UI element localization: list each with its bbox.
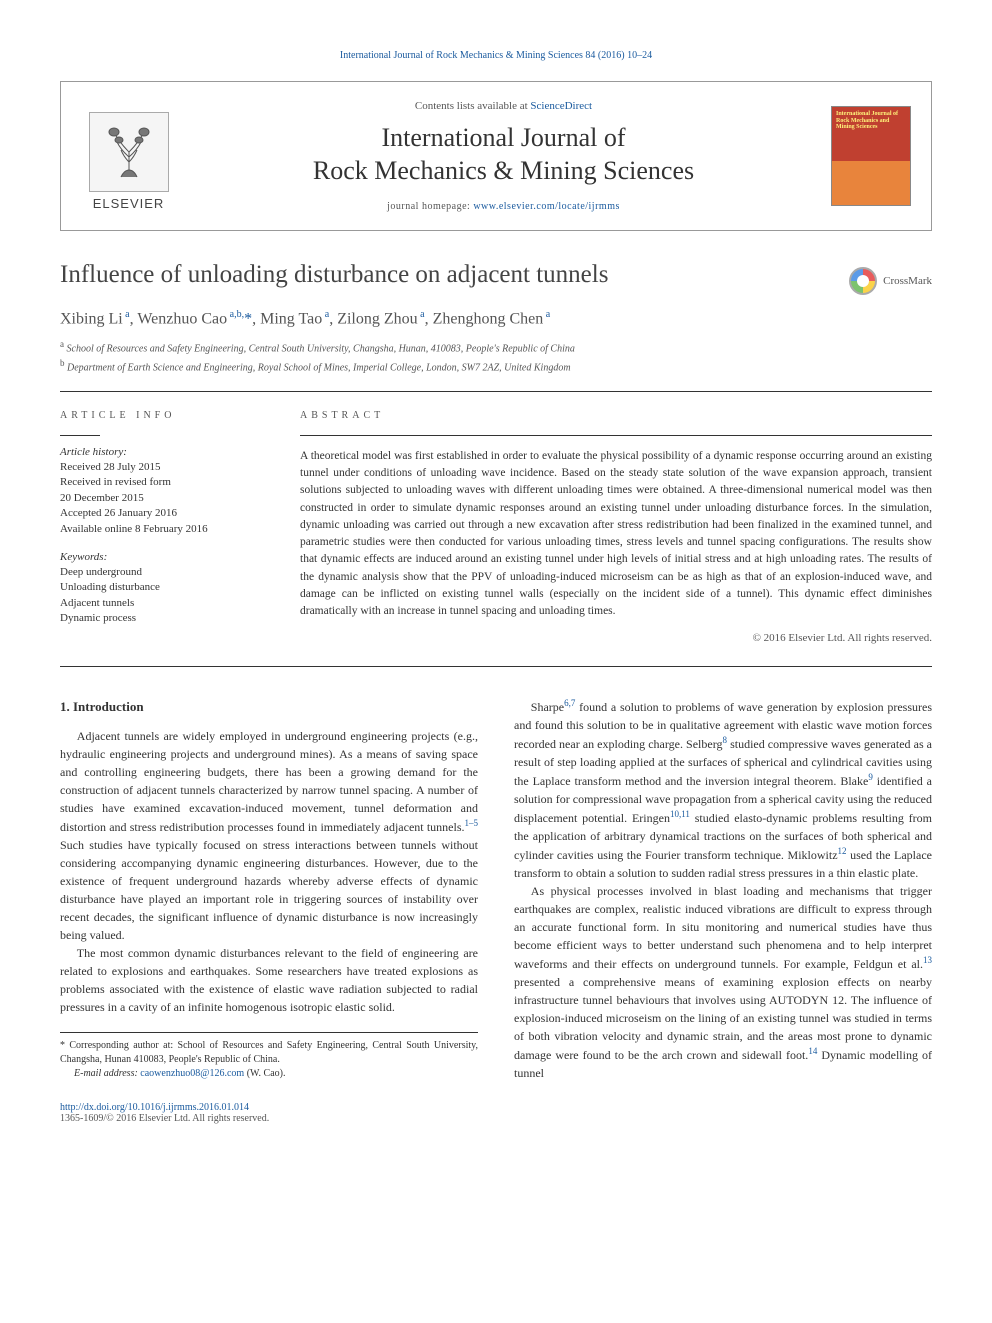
keywords-label: Keywords:: [60, 551, 260, 563]
email-suffix: (W. Cao).: [244, 1068, 285, 1079]
history-revised1: Received in revised form: [60, 475, 260, 490]
email-label: E-mail address:: [74, 1068, 140, 1079]
crossmark-icon: [849, 267, 877, 295]
body-para: As physical processes involved in blast …: [514, 882, 932, 1082]
keyword-item: Adjacent tunnels: [60, 596, 260, 611]
sciencedirect-link[interactable]: ScienceDirect: [530, 100, 592, 112]
elsevier-logo: ELSEVIER: [81, 101, 176, 211]
doi-link[interactable]: http://dx.doi.org/10.1016/j.ijrmms.2016.…: [60, 1102, 249, 1113]
homepage-link[interactable]: www.elsevier.com/locate/ijrmms: [473, 201, 620, 212]
crossmark-badge[interactable]: CrossMark: [849, 261, 932, 295]
author-email-link[interactable]: caowenzhuo08@126.com: [140, 1068, 244, 1079]
keyword-item: Deep underground: [60, 565, 260, 580]
ref-link[interactable]: 10,11: [670, 809, 690, 819]
journal-name: International Journal of Rock Mechanics …: [196, 122, 811, 187]
affiliation-a: School of Resources and Safety Engineeri…: [67, 344, 575, 355]
history-revised2: 20 December 2015: [60, 491, 260, 506]
article-info-head: ARTICLE INFO: [60, 410, 260, 421]
abstract-text: A theoretical model was first establishe…: [300, 448, 932, 621]
copyright-line: © 2016 Elsevier Ltd. All rights reserved…: [300, 632, 932, 644]
ref-link[interactable]: 12: [838, 846, 847, 856]
affiliations: a School of Resources and Safety Enginee…: [60, 338, 932, 375]
keyword-item: Dynamic process: [60, 611, 260, 626]
article-info-column: ARTICLE INFO Article history: Received 2…: [60, 410, 260, 645]
cover-text: International Journal of Rock Mechanics …: [836, 111, 906, 131]
journal-cover-thumb: International Journal of Rock Mechanics …: [831, 106, 911, 206]
history-label: Article history:: [60, 446, 260, 458]
elsevier-label: ELSEVIER: [93, 196, 165, 211]
authors: Xibing Li a, Wenzhuo Cao a,b,*, Ming Tao…: [60, 309, 932, 328]
page-footer: http://dx.doi.org/10.1016/j.ijrmms.2016.…: [60, 1102, 932, 1124]
elsevier-tree-icon: [89, 112, 169, 192]
footnote-block: * Corresponding author at: School of Res…: [60, 1032, 478, 1081]
issn-line: 1365-1609/© 2016 Elsevier Ltd. All right…: [60, 1113, 269, 1124]
rule-bottom: [60, 666, 932, 667]
running-header: International Journal of Rock Mechanics …: [60, 50, 932, 61]
body-para: Sharpe6,7 found a solution to problems o…: [514, 697, 932, 882]
running-header-link[interactable]: International Journal of Rock Mechanics …: [340, 50, 652, 61]
keyword-item: Unloading disturbance: [60, 580, 260, 595]
contents-line: Contents lists available at ScienceDirec…: [196, 100, 811, 112]
body-para: The most common dynamic disturbances rel…: [60, 944, 478, 1016]
homepage-prefix: journal homepage:: [387, 201, 473, 212]
ref-link[interactable]: 13: [923, 955, 932, 965]
info-rule: [60, 435, 100, 436]
body-para: Adjacent tunnels are widely employed in …: [60, 727, 478, 944]
paper-title: Influence of unloading disturbance on ad…: [60, 261, 608, 289]
ref-link[interactable]: 14: [808, 1046, 817, 1056]
ref-link[interactable]: 6,7: [564, 698, 575, 708]
abstract-rule: [300, 435, 932, 436]
journal-name-line2: Rock Mechanics & Mining Sciences: [313, 156, 694, 185]
contents-prefix: Contents lists available at: [415, 100, 530, 112]
crossmark-label: CrossMark: [883, 275, 932, 287]
history-online: Available online 8 February 2016: [60, 522, 260, 537]
body-text: 1. Introduction Adjacent tunnels are wid…: [60, 697, 932, 1082]
abstract-column: ABSTRACT A theoretical model was first e…: [300, 410, 932, 645]
history-accepted: Accepted 26 January 2016: [60, 506, 260, 521]
ref-link[interactable]: 1–5: [465, 818, 479, 828]
homepage-line: journal homepage: www.elsevier.com/locat…: [196, 201, 811, 212]
journal-header: ELSEVIER Contents lists available at Sci…: [60, 81, 932, 231]
journal-name-line1: International Journal of: [381, 123, 625, 152]
affiliation-b: Department of Earth Science and Engineer…: [67, 362, 571, 373]
corresponding-author: * Corresponding author at: School of Res…: [60, 1039, 478, 1067]
history-received: Received 28 July 2015: [60, 460, 260, 475]
section-heading: 1. Introduction: [60, 697, 478, 717]
abstract-head: ABSTRACT: [300, 410, 932, 421]
